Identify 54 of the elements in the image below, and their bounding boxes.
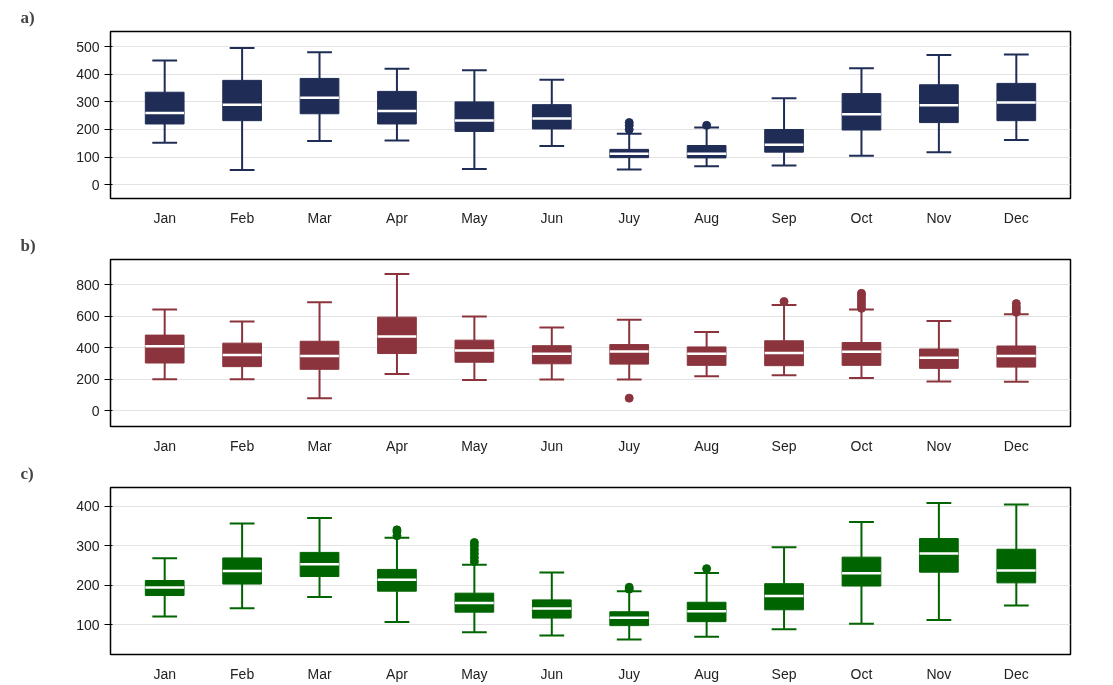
x-tick-label: Apr <box>386 437 409 454</box>
y-tick-label: 800 <box>76 276 100 293</box>
x-tick-label: May <box>461 437 488 454</box>
x-tick-label: May <box>461 209 488 226</box>
y-tick-label: 300 <box>76 93 100 110</box>
x-tick-label: Feb <box>230 209 255 226</box>
x-tick-label: Mar <box>307 437 332 454</box>
x-tick-label: Aug <box>694 437 720 454</box>
x-tick-label: Juy <box>618 665 641 682</box>
x-tick-label: Apr <box>386 209 409 226</box>
x-tick-label: Nov <box>926 665 952 682</box>
x-tick-label: Juy <box>618 437 641 454</box>
chart-title: c) <box>20 463 34 483</box>
x-tick-label: Dec <box>1003 665 1029 682</box>
x-tick-label: Sep <box>771 209 797 226</box>
x-tick-label: Jan <box>153 665 176 682</box>
y-tick-label: 400 <box>76 498 100 515</box>
x-tick-label: Jan <box>153 437 176 454</box>
x-tick-label: Jan <box>153 209 176 226</box>
chart-title: a) <box>20 7 35 27</box>
x-tick-label: Aug <box>694 665 720 682</box>
y-tick-label: 300 <box>76 537 100 554</box>
y-tick-label: 100 <box>76 616 100 633</box>
x-tick-label: Feb <box>230 665 255 682</box>
chart-title: b) <box>20 235 36 255</box>
y-tick-label: 0 <box>91 402 100 419</box>
x-tick-label: Aug <box>694 209 720 226</box>
y-tick-label: 600 <box>76 308 100 325</box>
x-tick-label: Oct <box>850 665 873 682</box>
y-tick-label: 0 <box>91 176 100 193</box>
x-tick-label: Feb <box>230 437 255 454</box>
x-tick-label: Sep <box>771 437 797 454</box>
x-tick-label: Nov <box>926 437 952 454</box>
y-tick-label: 200 <box>76 121 100 138</box>
x-tick-label: Juy <box>618 209 641 226</box>
x-tick-label: Oct <box>850 437 873 454</box>
y-tick-label: 500 <box>76 38 100 55</box>
y-tick-label: 200 <box>76 371 100 388</box>
y-tick-label: 400 <box>76 339 100 356</box>
x-tick-label: Mar <box>307 209 332 226</box>
x-tick-label: Oct <box>850 209 873 226</box>
y-tick-label: 400 <box>76 66 100 83</box>
y-tick-label: 100 <box>76 149 100 166</box>
x-tick-label: Dec <box>1003 437 1029 454</box>
x-tick-label: Sep <box>771 665 797 682</box>
x-tick-label: Nov <box>926 209 952 226</box>
y-tick-label: 200 <box>76 577 100 594</box>
x-tick-label: Apr <box>386 665 409 682</box>
x-tick-label: Dec <box>1003 209 1029 226</box>
x-tick-label: May <box>461 665 488 682</box>
x-tick-label: Jun <box>540 665 564 682</box>
x-tick-label: Jun <box>540 209 564 226</box>
x-tick-label: Jun <box>540 437 564 454</box>
x-tick-label: Mar <box>307 665 332 682</box>
